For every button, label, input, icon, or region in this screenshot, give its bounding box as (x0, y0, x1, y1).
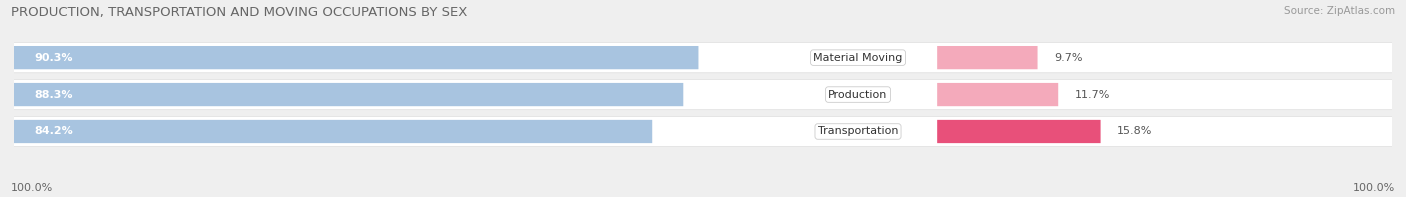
Text: Material Moving: Material Moving (813, 53, 903, 63)
FancyBboxPatch shape (938, 46, 1038, 69)
Text: Production: Production (828, 90, 887, 99)
Text: 90.3%: 90.3% (35, 53, 73, 63)
Text: 100.0%: 100.0% (1353, 183, 1395, 193)
FancyBboxPatch shape (14, 46, 699, 69)
Text: 88.3%: 88.3% (35, 90, 73, 99)
Text: 84.2%: 84.2% (35, 126, 73, 137)
FancyBboxPatch shape (938, 83, 1059, 106)
Text: 15.8%: 15.8% (1116, 126, 1153, 137)
Text: PRODUCTION, TRANSPORTATION AND MOVING OCCUPATIONS BY SEX: PRODUCTION, TRANSPORTATION AND MOVING OC… (11, 6, 468, 19)
Text: 100.0%: 100.0% (11, 183, 53, 193)
FancyBboxPatch shape (0, 43, 1406, 73)
FancyBboxPatch shape (14, 120, 652, 143)
FancyBboxPatch shape (14, 83, 683, 106)
Text: Transportation: Transportation (818, 126, 898, 137)
Text: Source: ZipAtlas.com: Source: ZipAtlas.com (1284, 6, 1395, 16)
FancyBboxPatch shape (0, 79, 1406, 110)
FancyBboxPatch shape (0, 116, 1406, 147)
Text: 9.7%: 9.7% (1054, 53, 1083, 63)
Text: 11.7%: 11.7% (1074, 90, 1111, 99)
FancyBboxPatch shape (938, 120, 1101, 143)
